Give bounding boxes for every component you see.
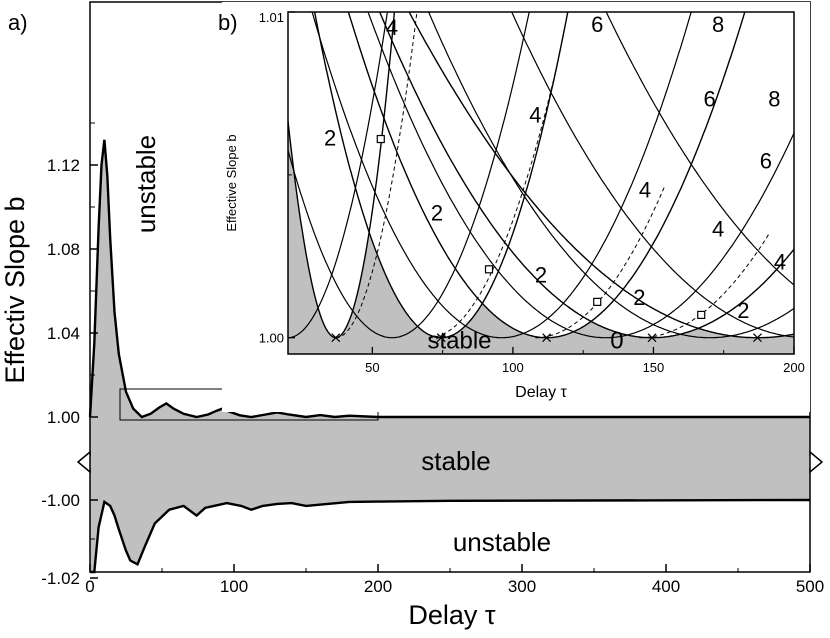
x-tick-label: 100 bbox=[220, 577, 248, 596]
x-axis-label-b: Delay τ bbox=[515, 384, 567, 401]
x-ticks-b: 50 100 150 200 bbox=[365, 347, 805, 375]
minimum-cross-marker bbox=[753, 333, 762, 343]
stable-region-fill bbox=[90, 139, 810, 573]
region-label-unstable-upper: unstable bbox=[131, 135, 161, 233]
lower-stability-boundary bbox=[90, 498, 811, 574]
x-ticks-a: 0 100 200 300 400 500 bbox=[85, 564, 824, 596]
mode-number-label: 6 bbox=[704, 86, 716, 111]
mode-number-label: 4 bbox=[774, 249, 786, 274]
mode-number-label: 2 bbox=[324, 126, 336, 151]
mode-number-label: 2 bbox=[633, 285, 645, 310]
y-ticks-a: 1.00 1.04 1.08 1.12 -1.00 -1.02 bbox=[41, 122, 98, 588]
region-label-stable: stable bbox=[421, 446, 490, 476]
higher-mode-curve bbox=[427, 12, 794, 339]
panel-a: 0 100 200 300 400 500 1.001.041.081.12-1.00-1… bbox=[0, 1, 824, 630]
axis-break-left bbox=[76, 450, 91, 474]
minimum-cross-marker bbox=[436, 333, 446, 343]
y-tick-label: 1.00 bbox=[47, 408, 80, 427]
y-axis-label-b: Effective Slope b bbox=[224, 134, 239, 231]
dashed-curve bbox=[335, 12, 418, 339]
intersection-square-marker bbox=[376, 134, 385, 144]
x-tick-label: 400 bbox=[652, 577, 680, 596]
higher-mode-curve bbox=[288, 12, 530, 339]
higher-mode-curve bbox=[605, 12, 794, 286]
instability-curve bbox=[347, 12, 746, 339]
axis-break-right bbox=[809, 450, 824, 474]
mode-number-label: 4 bbox=[529, 103, 541, 128]
x-tick-label: 200 bbox=[783, 360, 805, 375]
region-label: 0 bbox=[610, 327, 623, 354]
y-tick-label: -1.00 bbox=[41, 491, 80, 510]
x-tick-label: 200 bbox=[364, 577, 392, 596]
mode-number-label: 4 bbox=[386, 15, 398, 40]
mode-number-label: 2 bbox=[431, 200, 443, 225]
dashed-curve bbox=[428, 61, 559, 339]
minimum-cross-marker bbox=[542, 333, 552, 343]
y-tick-label: -1.02 bbox=[41, 569, 80, 588]
instability-curve bbox=[378, 12, 794, 339]
x-axis-label-a: Delay τ bbox=[408, 600, 496, 630]
y-axis-label-a: Effectiv Slope b bbox=[0, 196, 30, 383]
higher-mode-curve bbox=[288, 12, 388, 339]
y-tick-label: 1.12 bbox=[47, 156, 80, 175]
instability-curve bbox=[288, 12, 396, 339]
mode-number-label: 2 bbox=[737, 298, 749, 323]
mode-number-label: 6 bbox=[591, 12, 603, 37]
region-label-unstable-lower: unstable bbox=[453, 527, 551, 557]
y-ticks-b: 1.00 1.01 bbox=[259, 10, 295, 346]
markers bbox=[331, 134, 762, 343]
panel-a-label: a) bbox=[8, 10, 28, 35]
mode-number-label: 6 bbox=[760, 148, 772, 173]
y-tick-label: 1.08 bbox=[47, 240, 80, 259]
instability-curves bbox=[288, 12, 794, 339]
mode-number-label: 4 bbox=[712, 217, 724, 242]
region-label: stable bbox=[427, 327, 491, 354]
x-tick-label: 0 bbox=[85, 577, 94, 596]
higher-mode-curve bbox=[511, 12, 794, 338]
upper-stability-boundary bbox=[88, 139, 810, 419]
mode-number-label: 2 bbox=[535, 262, 547, 287]
mode-number-label: 8 bbox=[712, 12, 724, 37]
y-tick-label: 1.00 bbox=[259, 331, 284, 346]
panel-b-label: b) bbox=[218, 10, 238, 35]
x-tick-label: 50 bbox=[365, 360, 379, 375]
minimum-cross-marker bbox=[647, 333, 657, 343]
instability-curve bbox=[313, 12, 569, 339]
y-tick-label: 1.04 bbox=[47, 324, 80, 343]
plot-frame-b bbox=[287, 11, 795, 355]
x-tick-label: 300 bbox=[508, 577, 536, 596]
x-tick-label: 100 bbox=[502, 360, 524, 375]
mode-number-label: 8 bbox=[768, 86, 780, 111]
panel-b: 50 100 150 200 1.001.01 222224444466688stab… bbox=[218, 2, 810, 412]
intersection-square-marker bbox=[484, 265, 494, 274]
intersection-square-marker bbox=[593, 297, 602, 306]
intersection-square-marker bbox=[697, 310, 706, 320]
y-tick-label: 1.01 bbox=[259, 10, 284, 25]
higher-mode-curve bbox=[311, 12, 692, 339]
mode-number-label: 4 bbox=[639, 178, 651, 203]
higher-mode-curve bbox=[367, 12, 794, 339]
instability-curve bbox=[408, 12, 794, 339]
minimum-cross-marker bbox=[331, 333, 341, 343]
x-tick-label: 500 bbox=[796, 577, 824, 596]
x-tick-label: 150 bbox=[643, 360, 665, 375]
